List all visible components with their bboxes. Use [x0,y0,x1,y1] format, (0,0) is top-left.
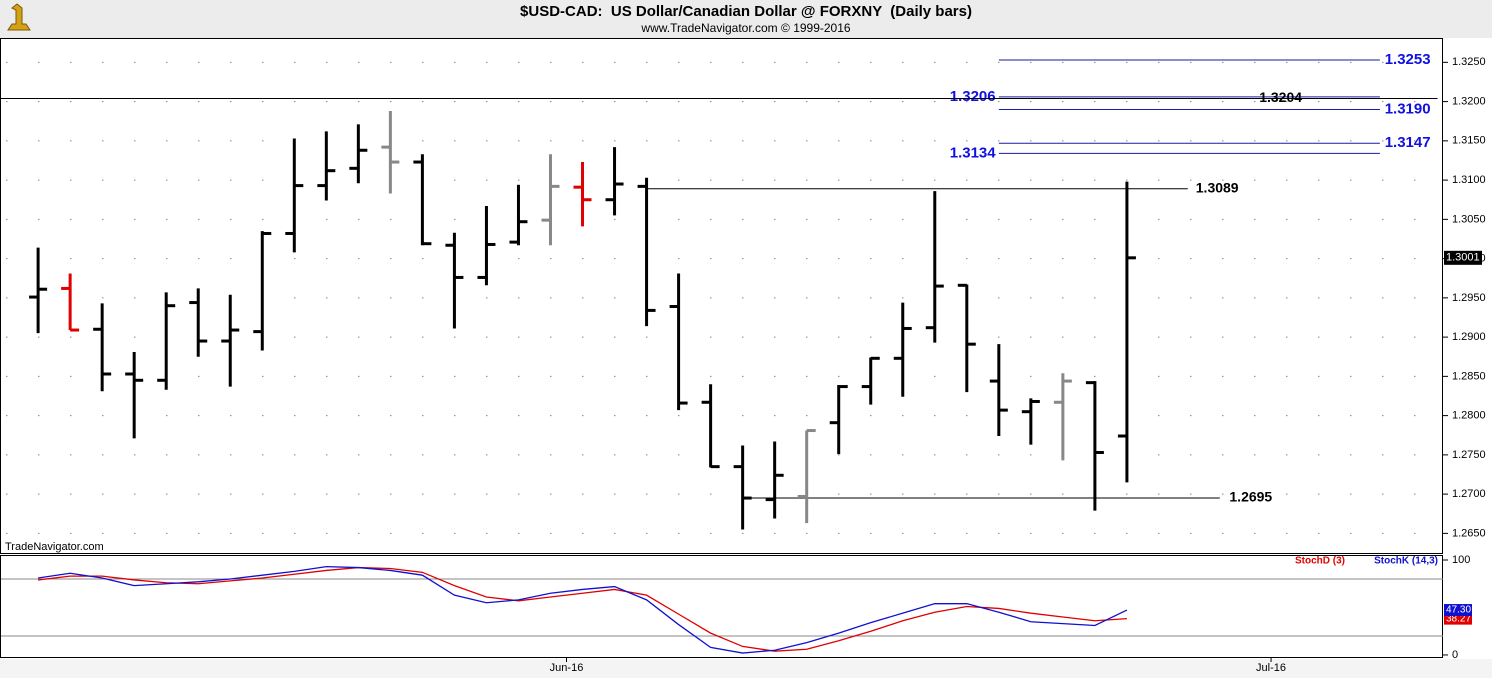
date-axis-bar [0,659,1492,678]
last-value-tag [1444,604,1472,617]
level-label: 1.2695 [1229,489,1272,505]
level-label: 1.3253 [1385,51,1431,68]
x-tick-label: Jul-16 [1256,662,1286,674]
y-tick-label: 1.3150 [1452,135,1486,147]
y-tick-label: 100 [1452,554,1470,566]
logo [7,3,31,31]
y-tick-label: 1.2900 [1452,331,1486,343]
level-label: 1.3147 [1385,134,1431,151]
stoch-line [38,565,1128,654]
watermark: TradeNavigator.com [5,541,104,553]
stoch-panel [0,555,1443,658]
y-tick-label: 1.2950 [1452,292,1486,304]
y-tick-label: 1.2650 [1452,527,1486,539]
y-tick-label: 1.2800 [1452,410,1486,422]
stoch-line [38,566,1127,652]
y-tick-label: 1.2700 [1452,488,1486,500]
last-price-label: 1.3001 [1446,252,1480,264]
chart-title: $USD-CAD: US Dollar/Canadian Dollar @ FO… [520,3,972,20]
level-label: 1.3089 [1196,179,1239,195]
chart-subtitle: www.TradeNavigator.com © 1999-2016 [640,21,850,35]
y-tick-label: 1.2750 [1452,449,1486,461]
last-value-label: 38.27 [1446,613,1471,624]
last-value-label: 47.30 [1446,605,1471,616]
x-tick-label: Jun-16 [550,662,584,674]
y-tick-label: 1.2850 [1452,370,1486,382]
last-price-tag [1444,250,1482,265]
legend-entry: StochK (14,3) [1374,556,1438,567]
header-bar [0,0,1492,38]
level-label: 1.3134 [950,144,997,161]
y-tick-label: 0 [1452,649,1458,661]
level-label: 1.3190 [1385,100,1431,117]
y-tick-label: 1.3100 [1452,174,1486,186]
main-panel [0,38,1443,554]
y-tick-label: 1.3250 [1452,56,1486,68]
y-tick-label: 1.3050 [1452,213,1486,225]
y-tick-label: 1.3200 [1452,95,1486,107]
level-label: 1.3204 [1259,89,1302,105]
legend-entry: StochD (3) [1295,556,1345,567]
level-label: 1.3206 [950,88,996,105]
